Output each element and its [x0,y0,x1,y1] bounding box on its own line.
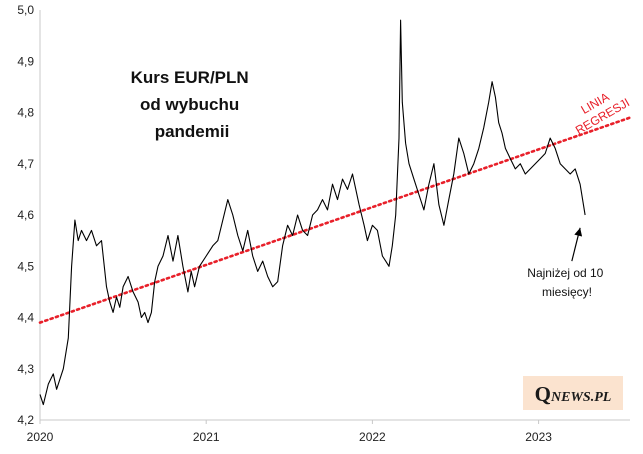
chart-title-line-1: Kurs EUR/PLN [131,68,249,87]
x-tick-label: 2022 [359,430,386,444]
low-note-line-1: Najniżej od 10 [527,266,603,280]
y-axis-ticks: 4,2 4,3 4,4 4,5 4,6 4,7 4,8 4,9 5,0 [17,3,34,427]
y-tick-label: 4,6 [17,208,34,222]
eur-pln-series-line [39,19,586,406]
y-tick-label: 4,2 [17,413,34,427]
chart-title-line-3: pandemii [155,122,230,141]
y-tick-label: 4,5 [17,259,34,273]
regression-line [38,116,632,324]
y-tick-label: 4,4 [17,311,34,325]
y-tick-label: 4,7 [17,157,34,171]
chart-title: Kurs EUR/PLN od wybuchu pandemii [131,68,254,141]
y-tick-label: 4,9 [17,54,34,68]
chart-title-line-2: od wybuchu [140,95,239,114]
y-tick-label: 4,3 [17,362,34,376]
low-note-line-2: miesięcy! [542,285,592,299]
brand-logo: QNEWS.PL [535,382,612,406]
x-tick-label: 2020 [27,430,54,444]
low-note-text: Najniżej od 10 miesięcy! [527,266,606,299]
y-tick-label: 5,0 [17,3,34,17]
brand-badge [523,376,623,410]
x-axis-ticks: 2020 2021 2022 2023 [27,420,552,444]
brand-logo-rest: NEWS.PL [550,390,611,405]
x-tick-label: 2021 [193,430,220,444]
y-tick-label: 4,8 [17,106,34,120]
low-note-arrowhead [574,227,583,237]
x-tick-label: 2023 [525,430,552,444]
brand-logo-q: Q [535,382,551,406]
